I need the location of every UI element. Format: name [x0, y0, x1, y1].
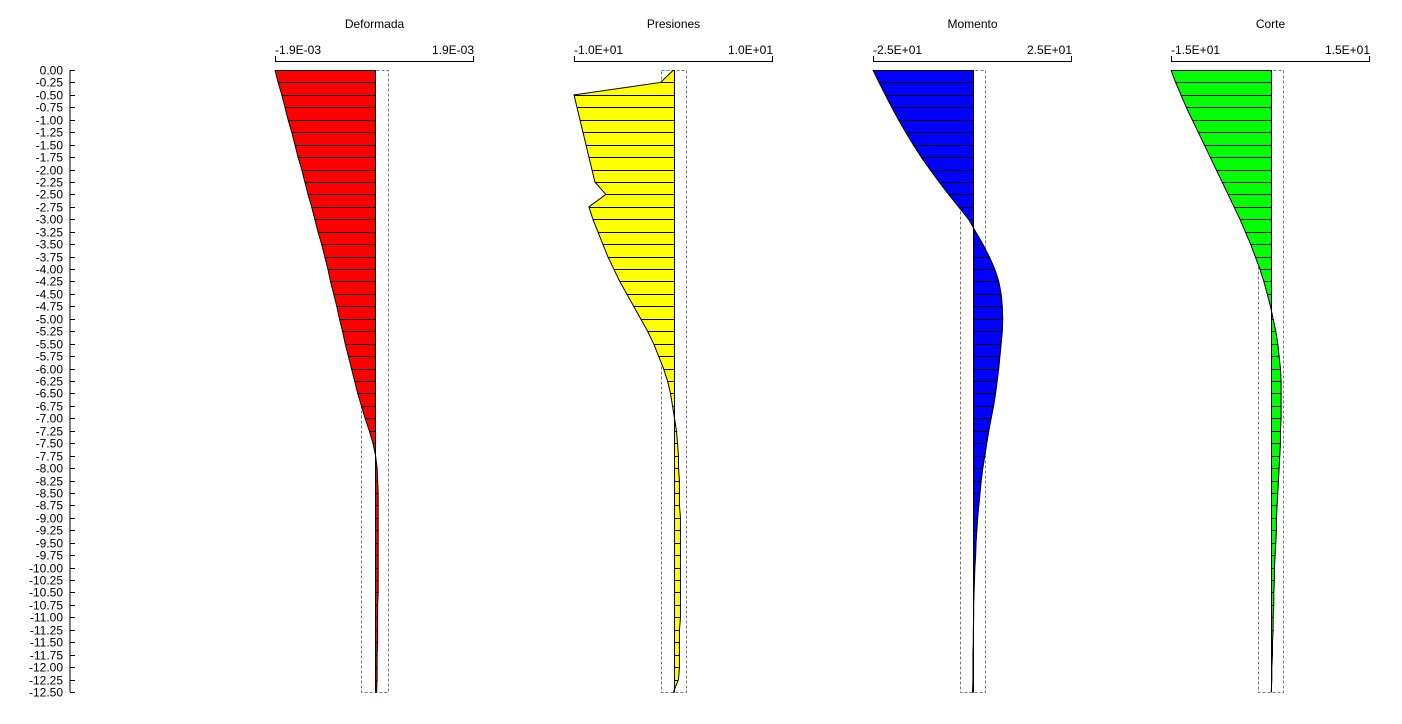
depth-tick-label: -1.25 [36, 126, 64, 140]
depth-tick-label: -7.25 [36, 425, 64, 439]
depth-tick-label: -0.75 [36, 101, 64, 115]
depth-tick-label: -4.25 [36, 275, 64, 289]
depth-tick-label: -4.00 [36, 263, 64, 277]
scale-min-label: -1.5E+01 [1171, 43, 1220, 57]
depth-tick-label: -1.00 [36, 114, 64, 128]
depth-tick-label: -8.00 [36, 462, 64, 476]
depth-tick-label: -10.75 [29, 599, 63, 613]
depth-tick-label: -8.50 [36, 487, 64, 501]
panel-title: Deformada [345, 17, 405, 31]
depth-tick-label: -10.25 [29, 574, 63, 588]
scale-max-label: 1.0E+01 [728, 43, 773, 57]
depth-tick-label: -5.25 [36, 325, 64, 339]
depth-tick-label: -7.00 [36, 412, 64, 426]
depth-tick-label: -2.25 [36, 176, 64, 190]
depth-tick-label: -5.00 [36, 313, 64, 327]
depth-tick-label: -1.75 [36, 151, 64, 165]
depth-tick-label: -8.25 [36, 475, 64, 489]
panels: Deformada -1.9E-03 1.9E-03 Presiones -1.0E+0… [274, 17, 1370, 693]
depth-tick-label: -11.00 [30, 611, 63, 625]
value-area [275, 70, 379, 692]
depth-tick-label: -6.75 [36, 400, 64, 414]
value-curve [1170, 69, 1282, 693]
panel-title: Corte [1256, 17, 1286, 31]
scale-max-label: 2.5E+01 [1027, 43, 1072, 57]
depth-tick-label: -7.75 [36, 450, 64, 464]
value-curve [274, 69, 379, 693]
depth-tick-label: -2.50 [36, 188, 64, 202]
depth-tick-label: -7.50 [36, 437, 64, 451]
depth-tick-label: -3.75 [36, 251, 64, 265]
depth-tick-label: -6.00 [36, 363, 64, 377]
depth-tick-label: -0.25 [36, 76, 64, 90]
value-area [1171, 70, 1282, 692]
depth-tick-label: -8.75 [36, 499, 64, 513]
scale-max-label: 1.5E+01 [1325, 43, 1370, 57]
depth-tick-label: -4.50 [36, 288, 64, 302]
panel-corte: Corte -1.5E+01 1.5E+01 [1170, 17, 1370, 693]
value-area [574, 70, 681, 692]
depth-tick-label: -6.25 [36, 375, 64, 389]
depth-tick-label: -9.75 [36, 549, 64, 563]
scale-min-label: -1.0E+01 [574, 43, 623, 57]
scale-min-label: -2.5E+01 [873, 43, 922, 57]
depth-tick-label: -9.25 [36, 524, 64, 538]
depth-tick-label: -9.50 [36, 537, 64, 551]
depth-tick-label: -12.50 [29, 686, 63, 700]
depth-tick-label: -4.75 [36, 300, 64, 314]
depth-tick-label: -12.00 [29, 661, 63, 675]
depth-tick-label: -6.50 [36, 387, 64, 401]
depth-tick-label: -11.75 [30, 649, 63, 663]
panel-presiones: Presiones -1.0E+01 1.0E+01 [573, 17, 773, 693]
depth-tick-label: -10.00 [29, 562, 63, 576]
panel-title: Presiones [647, 17, 700, 31]
depth-tick-label: -3.50 [36, 238, 64, 252]
depth-tick-label: -0.50 [36, 89, 64, 103]
depth-tick-label: -1.50 [36, 139, 64, 153]
depth-tick-label: 0.00 [40, 64, 64, 78]
panel-deformada: Deformada -1.9E-03 1.9E-03 [274, 17, 474, 693]
depth-tick-label: -11.50 [30, 636, 63, 650]
panel-title: Momento [947, 17, 997, 31]
depth-tick-label: -2.00 [36, 164, 64, 178]
depth-tick-label: -5.75 [36, 350, 64, 364]
depth-tick-label: -11.25 [30, 624, 63, 638]
scale-min-label: -1.9E-03 [275, 43, 321, 57]
depth-tick-label: -5.50 [36, 338, 64, 352]
scale-max-label: 1.9E-03 [432, 43, 474, 57]
panel-momento: Momento -2.5E+01 2.5E+01 [872, 17, 1072, 693]
value-curve [573, 69, 681, 693]
depth-tick-label: -2.75 [36, 201, 64, 215]
depth-tick-label: -3.00 [36, 213, 64, 227]
depth-tick-label: -10.50 [29, 586, 63, 600]
depth-tick-label: -12.25 [29, 674, 63, 688]
depth-tick-label: -9.00 [36, 512, 64, 526]
depth-axis: 0.00-0.25-0.50-0.75-1.00-1.25-1.50-1.75-… [29, 64, 75, 700]
value-curve [872, 69, 1004, 693]
depth-tick-label: -3.25 [36, 226, 64, 240]
